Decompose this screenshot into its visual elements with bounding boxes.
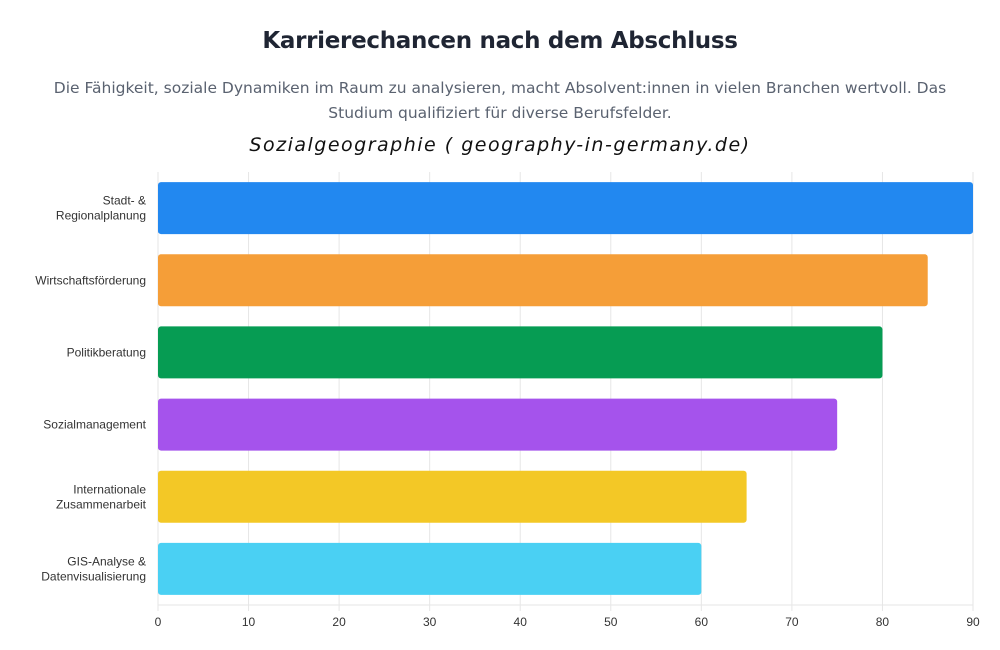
y-tick-label-line: Datenvisualisierung xyxy=(41,569,146,583)
x-tick-label: 30 xyxy=(423,615,437,629)
subtitle-line-2: Studium qualifiziert für diverse Berufsf… xyxy=(328,104,672,122)
y-tick-label: Wirtschaftsförderung xyxy=(35,273,146,287)
x-tick-label: 90 xyxy=(966,615,980,629)
x-tick-label: 20 xyxy=(332,615,346,629)
x-tick-label: 50 xyxy=(604,615,618,629)
watermark-text: Sozialgeographie ( geography-in-germany.… xyxy=(249,134,751,156)
y-tick-label: Sozialmanagement xyxy=(43,418,146,432)
y-tick-label-line: Internationale xyxy=(73,482,146,496)
chart-subtitle: Die Fähigkeit, soziale Dynamiken im Raum… xyxy=(30,76,970,126)
y-tick-label-line: Politikberatung xyxy=(67,345,146,359)
bar[interactable] xyxy=(158,326,883,379)
x-tick-label: 0 xyxy=(155,615,162,629)
bar[interactable] xyxy=(158,470,747,523)
chart-title: Karrierechancen nach dem Abschluss xyxy=(262,28,738,54)
y-tick-label-line: GIS-Analyse & xyxy=(67,554,146,568)
x-tick-label: 40 xyxy=(514,615,528,629)
y-tick-label: Internationale Zusammenarbeit xyxy=(56,482,147,511)
x-tick-label: 10 xyxy=(242,615,256,629)
bars xyxy=(158,182,973,595)
y-tick-label-line: Sozialmanagement xyxy=(43,418,146,432)
y-tick-label: Politikberatung xyxy=(67,345,146,359)
x-tick-label: 70 xyxy=(785,615,799,629)
x-axis-labels: 0 10 20 30 40 50 60 70 80 90 xyxy=(155,615,980,629)
y-tick-label-line: Zusammenarbeit xyxy=(56,497,147,511)
y-axis-labels: Stadt- & Regionalplanung Wirtschaftsförder… xyxy=(35,194,146,584)
x-tick-label: 60 xyxy=(695,615,709,629)
y-tick-label-line: Regionalplanung xyxy=(56,209,146,223)
x-tick-label: 80 xyxy=(876,615,890,629)
y-tick-label-line: Wirtschaftsförderung xyxy=(35,273,146,287)
y-tick-label: Stadt- & Regionalplanung xyxy=(56,194,146,223)
bar[interactable] xyxy=(158,542,702,595)
bar[interactable] xyxy=(158,182,973,235)
y-tick-label-line: Stadt- & xyxy=(103,194,146,208)
gridlines xyxy=(157,172,974,611)
bar[interactable] xyxy=(158,254,928,307)
subtitle-line-1: Die Fähigkeit, soziale Dynamiken im Raum… xyxy=(53,79,947,97)
y-tick-label: GIS-Analyse & Datenvisualisierung xyxy=(41,554,146,583)
bar[interactable] xyxy=(158,398,838,451)
